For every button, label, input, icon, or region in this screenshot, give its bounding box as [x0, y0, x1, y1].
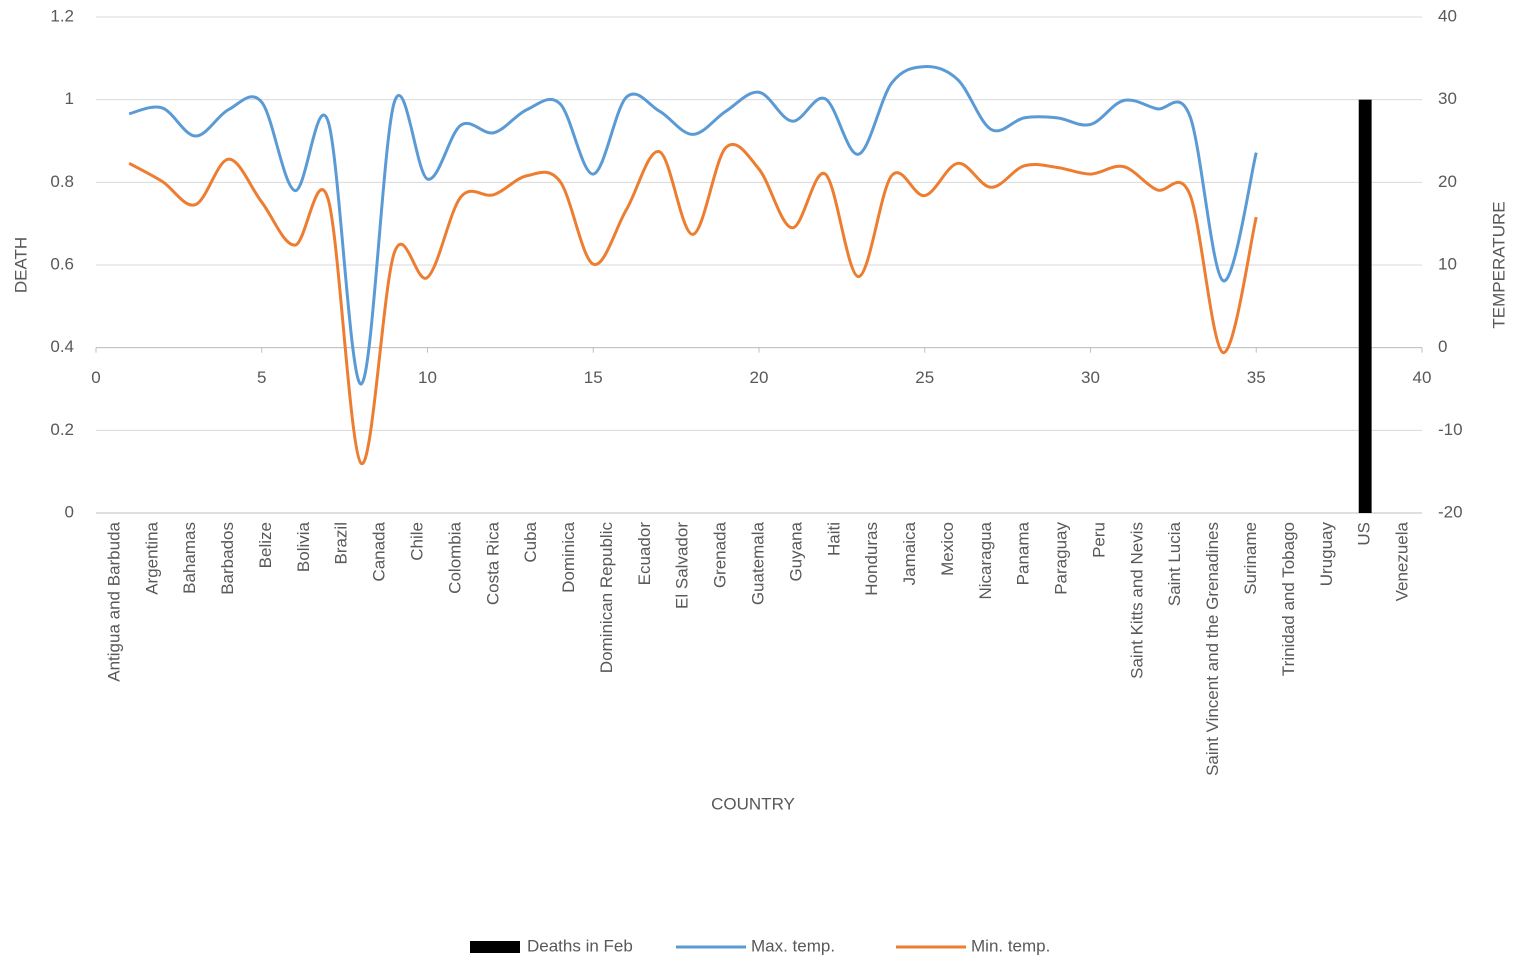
y2-tick-label: -20 — [1438, 502, 1463, 521]
category-label: Brazil — [332, 522, 351, 565]
legend-swatch — [470, 941, 520, 953]
category-label: Saint Kitts and Nevis — [1127, 522, 1146, 679]
category-label: Haiti — [824, 522, 843, 556]
y2-tick-label: 30 — [1438, 89, 1457, 108]
x-tick-label: 40 — [1413, 368, 1432, 387]
y2-axis-title: TEMPERATURE — [1489, 201, 1508, 328]
category-label: Panama — [1014, 521, 1033, 585]
line — [128, 65, 1258, 386]
category-label: Dominican Republic — [597, 522, 616, 674]
x-tick-label: 25 — [915, 368, 934, 387]
category-label: Suriname — [1241, 522, 1260, 595]
y-tick-label: 0.4 — [50, 337, 74, 356]
category-label: Ecuador — [635, 522, 654, 586]
x-axis-title: COUNTRY — [711, 794, 795, 813]
category-label: Colombia — [445, 521, 464, 593]
category-label: Venezuela — [1393, 521, 1412, 601]
legend-label: Min. temp. — [971, 936, 1050, 955]
category-label: Canada — [370, 521, 389, 581]
category-label: Dominica — [559, 521, 578, 592]
category-label: Jamaica — [900, 521, 919, 585]
category-label: Peru — [1089, 522, 1108, 558]
y-tick-label: 0.8 — [50, 172, 74, 191]
category-label: Saint Lucia — [1165, 521, 1184, 606]
legend-label: Max. temp. — [751, 936, 835, 955]
y-tick-label: 1 — [65, 89, 74, 108]
category-label: Bahamas — [180, 522, 199, 594]
y-tick-label: 0 — [65, 502, 74, 521]
y-tick-label: 0.6 — [50, 254, 74, 273]
category-label: Mexico — [938, 522, 957, 576]
x-tick-label: 0 — [91, 368, 100, 387]
y2-tick-label: 20 — [1438, 172, 1457, 191]
x-tick-label: 10 — [418, 368, 437, 387]
x-tick-label: 35 — [1247, 368, 1266, 387]
category-label: Guyana — [786, 521, 805, 581]
y-tick-label: 1.2 — [50, 6, 74, 25]
x-tick-label: 20 — [750, 368, 769, 387]
legend-label: Deaths in Feb — [527, 936, 633, 955]
category-label: Argentina — [142, 521, 161, 594]
y-tick-label: 0.2 — [50, 420, 74, 439]
y-axis-title: DEATH — [11, 237, 30, 293]
category-label: Grenada — [711, 521, 730, 588]
category-label: Honduras — [862, 522, 881, 596]
x-tick-label: 30 — [1081, 368, 1100, 387]
category-label: Paraguay — [1052, 522, 1071, 595]
y2-tick-label: 0 — [1438, 337, 1447, 356]
category-label: Nicaragua — [976, 521, 995, 599]
category-label: US — [1355, 522, 1374, 546]
category-label: Bolivia — [294, 521, 313, 572]
category-label: Antigua and Barbuda — [104, 521, 123, 681]
category-label: Belize — [256, 522, 275, 568]
category-label: Guatemala — [748, 521, 767, 605]
category-label: Saint Vincent and the Grenadines — [1203, 522, 1222, 776]
category-label: Uruguay — [1317, 522, 1336, 587]
category-label: Chile — [408, 522, 427, 561]
category-label: Barbados — [218, 522, 237, 595]
x-tick-label: 15 — [584, 368, 603, 387]
y2-tick-label: 40 — [1438, 6, 1457, 25]
y2-tick-label: -10 — [1438, 420, 1463, 439]
category-label: Trinidad and Tobago — [1279, 522, 1298, 676]
category-label: El Salvador — [673, 522, 692, 609]
category-label: Cuba — [521, 521, 540, 562]
category-label: Costa Rica — [483, 521, 502, 605]
y2-tick-label: 10 — [1438, 254, 1457, 273]
line — [128, 143, 1258, 465]
x-tick-label: 5 — [257, 368, 266, 387]
bar — [1358, 99, 1372, 514]
